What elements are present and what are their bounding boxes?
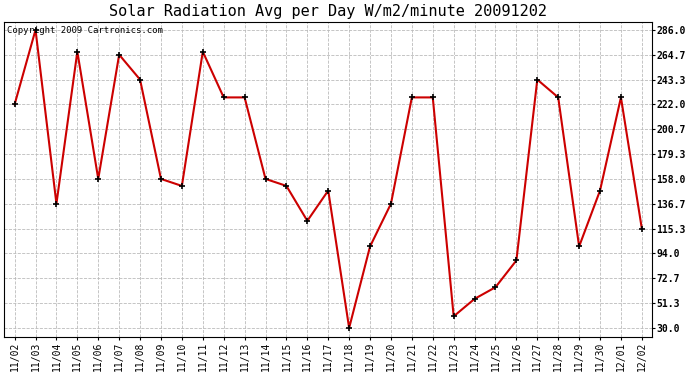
Text: Copyright 2009 Cartronics.com: Copyright 2009 Cartronics.com	[8, 27, 164, 36]
Title: Solar Radiation Avg per Day W/m2/minute 20091202: Solar Radiation Avg per Day W/m2/minute …	[109, 4, 547, 19]
